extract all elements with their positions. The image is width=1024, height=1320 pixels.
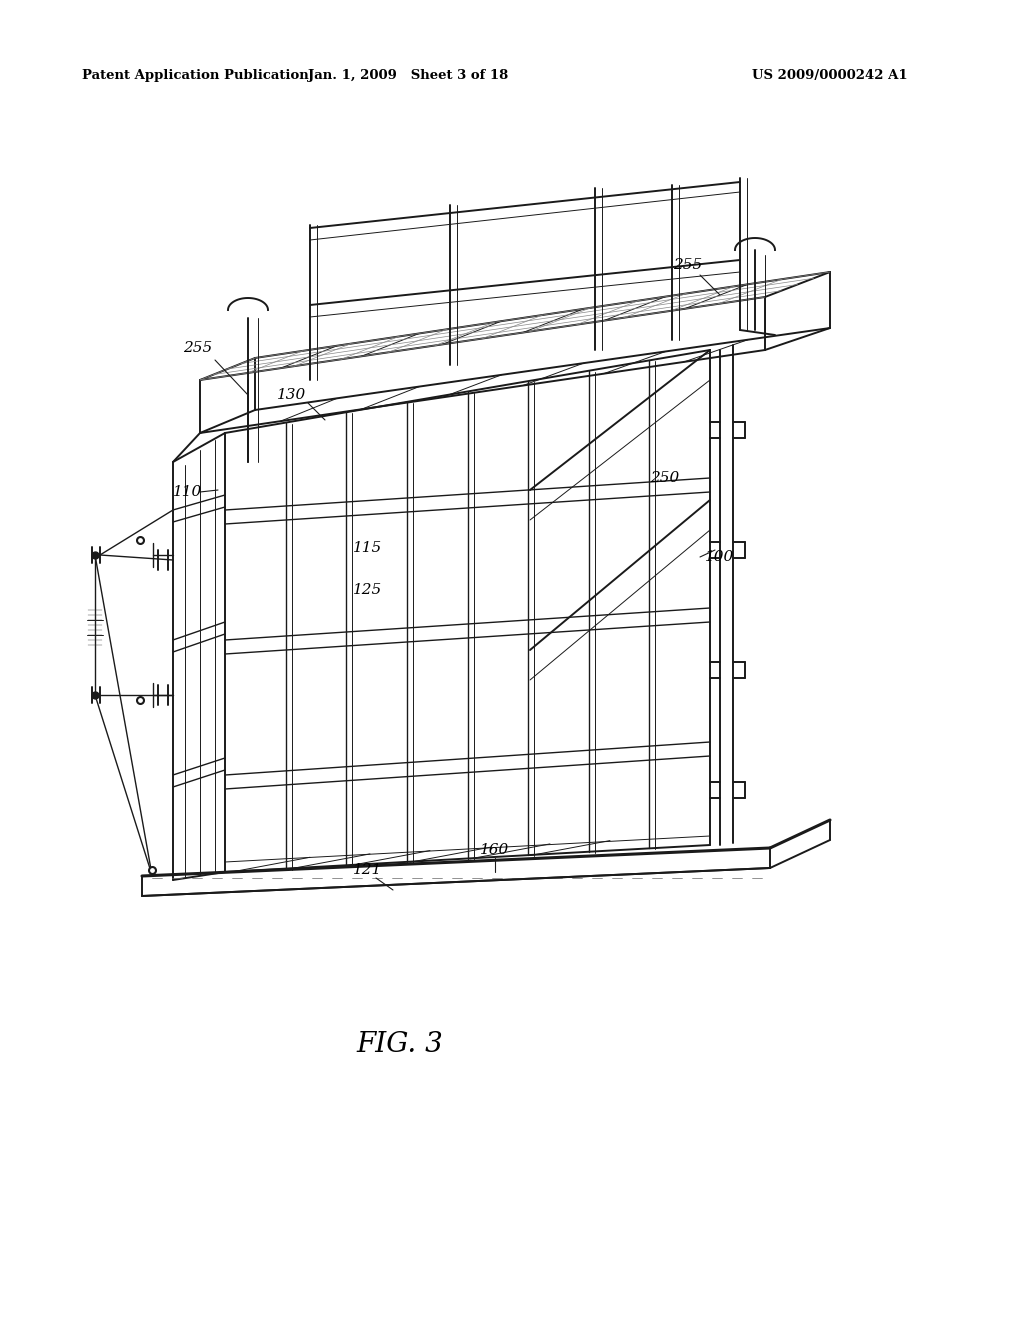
Text: 255: 255	[674, 257, 702, 272]
Text: 160: 160	[480, 843, 510, 857]
Text: Patent Application Publication: Patent Application Publication	[82, 69, 309, 82]
Text: 250: 250	[650, 471, 680, 484]
Text: 110: 110	[173, 484, 203, 499]
Text: FIG. 3: FIG. 3	[356, 1031, 443, 1059]
Text: 125: 125	[353, 583, 383, 597]
Text: 121: 121	[353, 863, 383, 876]
Text: 115: 115	[353, 541, 383, 554]
Text: 255: 255	[183, 341, 213, 355]
Text: Jan. 1, 2009   Sheet 3 of 18: Jan. 1, 2009 Sheet 3 of 18	[308, 69, 508, 82]
Text: 130: 130	[278, 388, 306, 403]
Text: US 2009/0000242 A1: US 2009/0000242 A1	[752, 69, 907, 82]
Text: 100: 100	[706, 550, 734, 564]
